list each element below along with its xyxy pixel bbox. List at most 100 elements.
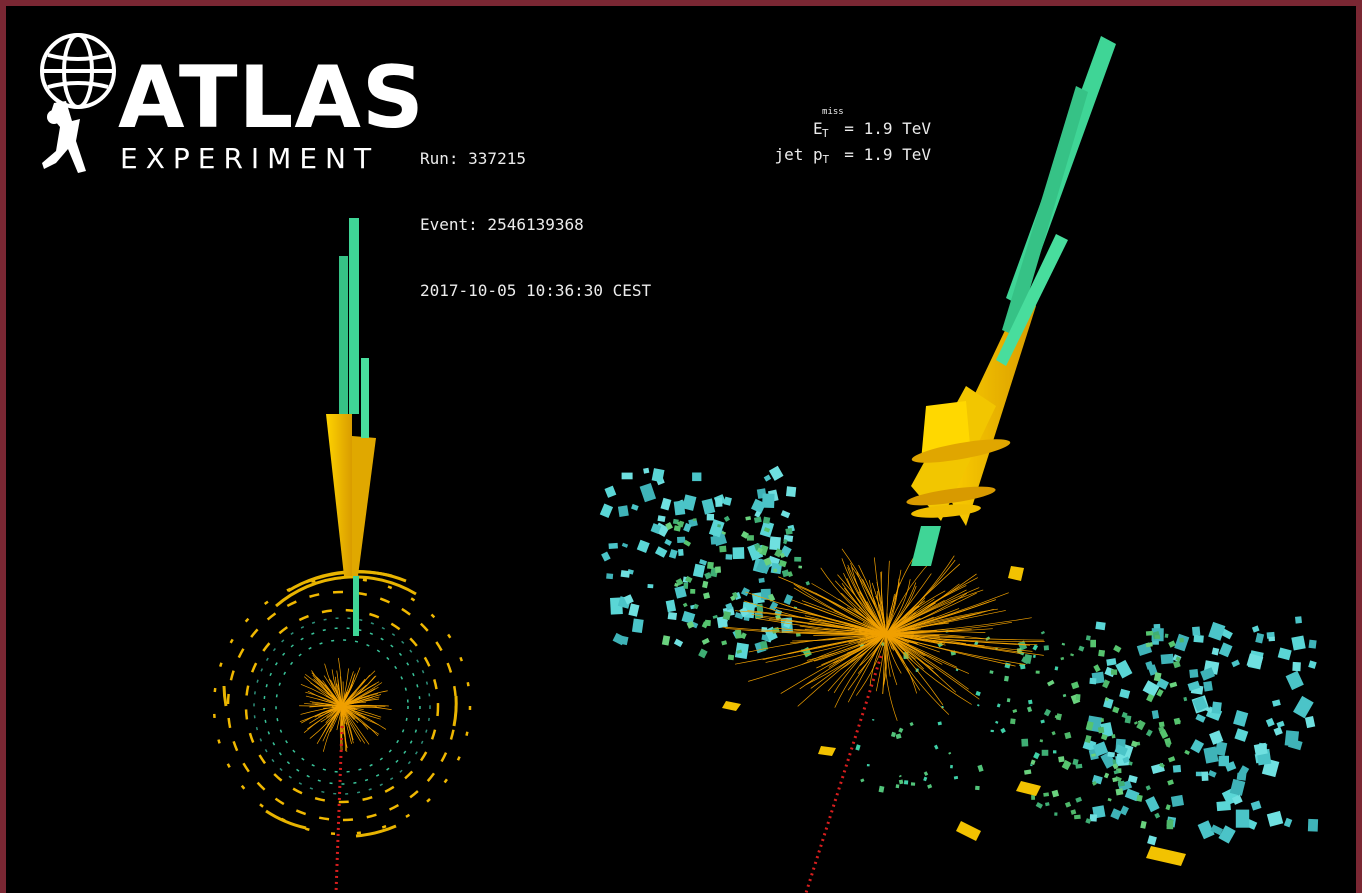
- detector-cell: [1032, 644, 1039, 651]
- detector-cell: [1203, 746, 1219, 764]
- detector-cell: [1153, 623, 1161, 630]
- track: [329, 705, 343, 732]
- detector-cell: [1142, 680, 1160, 697]
- detector-cell: [778, 559, 787, 568]
- event-datetime: 2017-10-05 10:36:30 CEST: [420, 281, 652, 300]
- detector-cell: [685, 575, 693, 584]
- detector-cell: [1004, 662, 1011, 669]
- detector-cell: [1136, 794, 1143, 802]
- detector-cell: [1273, 726, 1283, 736]
- track: [885, 633, 944, 706]
- detector-cell: [1061, 759, 1072, 771]
- met-line-3d: [804, 655, 883, 893]
- detector-cell: [665, 599, 677, 613]
- detector-cell: [1156, 688, 1164, 697]
- detector-cell: [1251, 625, 1260, 633]
- detector-cell: [715, 497, 723, 507]
- detector-cell: [1119, 688, 1131, 699]
- detector-cell: [1091, 753, 1096, 757]
- detector-cell: [767, 593, 776, 602]
- detector-cell: [1255, 632, 1265, 644]
- detector-cell: [1308, 639, 1317, 649]
- detector-cell: [631, 618, 644, 634]
- detector-cell: [1265, 717, 1275, 728]
- detector-cell: [661, 635, 671, 646]
- detector-cell: [604, 485, 617, 498]
- detector-cell: [1035, 802, 1043, 809]
- detector-cell: [1100, 751, 1117, 769]
- track: [804, 603, 887, 635]
- detector-cell: [667, 612, 678, 620]
- detector-cell: [1197, 820, 1215, 840]
- detector-cell: [1012, 709, 1018, 714]
- detector-cell: [698, 559, 708, 566]
- track: [885, 579, 911, 635]
- track: [875, 633, 887, 692]
- detector-cell: [1151, 709, 1160, 720]
- detector-cell: [1112, 763, 1119, 770]
- track: [820, 567, 887, 635]
- detector-cell: [1091, 780, 1097, 786]
- detector-cell: [1145, 796, 1160, 813]
- detector-cell: [1175, 656, 1181, 662]
- track: [885, 633, 958, 668]
- track: [851, 566, 887, 635]
- detector-cell: [1253, 742, 1268, 756]
- track: [341, 705, 346, 717]
- detector-cell: [1184, 749, 1190, 755]
- detector-cell: [734, 642, 749, 659]
- detector-cell: [1136, 720, 1146, 731]
- detector-cell: [798, 565, 803, 569]
- detector-cell: [1250, 800, 1262, 811]
- detector-cell: [996, 703, 1001, 708]
- detector-cell: [1030, 764, 1033, 767]
- detector-cell: [923, 776, 928, 782]
- detector-cell: [1075, 796, 1083, 803]
- detector-cell: [890, 731, 896, 738]
- track: [885, 582, 900, 635]
- detector-cell: [702, 592, 711, 600]
- detector-cell: [1145, 642, 1153, 648]
- detector-cell: [898, 774, 902, 778]
- detector-cell: [1085, 635, 1091, 641]
- track: [834, 633, 887, 708]
- detector-cell: [665, 521, 674, 531]
- detector-cell: [734, 629, 742, 639]
- detector-cell: [1060, 656, 1065, 661]
- detector-cell: [1112, 777, 1118, 783]
- detector-cell: [647, 584, 654, 589]
- detector-cell: [722, 611, 732, 621]
- detector-cell: [1100, 722, 1114, 738]
- detector-cell: [1160, 653, 1174, 665]
- detector-cell: [1208, 621, 1226, 641]
- jet-pt-subscript: T: [822, 153, 830, 166]
- detector-cell: [715, 566, 722, 573]
- detector-cell: [760, 588, 771, 600]
- detector-cell: [1154, 635, 1160, 639]
- detector-cell: [740, 632, 747, 640]
- detector-cell: [692, 472, 702, 482]
- detector-cell: [692, 563, 706, 578]
- detector-cell: [1133, 721, 1138, 725]
- track: [336, 683, 343, 707]
- detector-cell: [1127, 774, 1138, 784]
- detector-cell: [1159, 729, 1169, 739]
- detector-cell: [1061, 642, 1066, 646]
- detector-cell: [769, 601, 779, 612]
- detector-cell: [937, 721, 942, 726]
- track: [841, 558, 887, 635]
- track: [885, 630, 937, 635]
- central-tracks: [299, 657, 392, 753]
- detector-cell: [664, 538, 672, 546]
- detector-cell: [1089, 814, 1098, 822]
- detector-cell: [631, 503, 639, 511]
- detector-cell: [761, 627, 768, 633]
- detector-cell: [1203, 681, 1213, 692]
- detector-cell: [770, 562, 783, 575]
- detector-cell: [1045, 802, 1050, 807]
- detector-cell: [1103, 772, 1110, 779]
- detector-cell: [1100, 718, 1104, 722]
- detector-cell: [1193, 634, 1204, 643]
